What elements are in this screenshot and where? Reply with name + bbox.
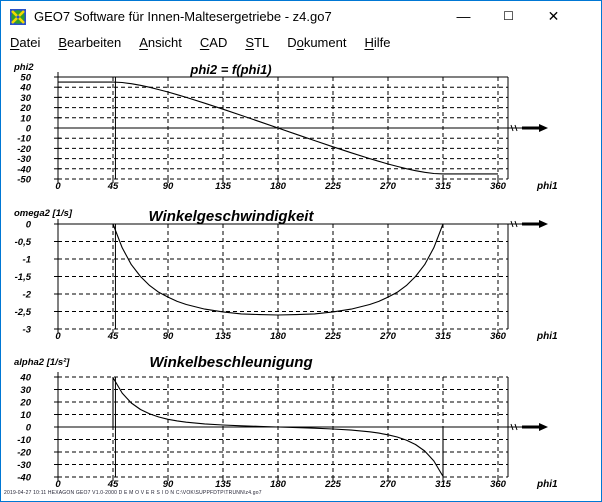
chart-omega2: 0 -0,5 -1 -1,5 -2 -2,5 -3 0 45 90 135 180 225 270 315 3… — [14, 208, 558, 342]
svg-text:135: 135 — [215, 181, 232, 192]
svg-text:0: 0 — [26, 220, 32, 231]
svg-text:30: 30 — [20, 385, 31, 396]
svg-text:225: 225 — [324, 331, 342, 342]
svg-text:-1: -1 — [23, 255, 31, 266]
svg-text:20: 20 — [19, 103, 31, 114]
svg-text:phi2 = f(phi1): phi2 = f(phi1) — [189, 62, 271, 77]
svg-text:90: 90 — [163, 181, 174, 192]
menu-item-bearbeiten[interactable]: Bearbeiten — [58, 35, 122, 50]
svg-text:135: 135 — [215, 479, 232, 490]
svg-text:phi2: phi2 — [13, 62, 34, 73]
menu-item-datei[interactable]: Datei — [10, 35, 41, 50]
svg-text:270: 270 — [379, 479, 397, 490]
svg-text:-50: -50 — [17, 175, 31, 186]
svg-text:45: 45 — [107, 331, 119, 342]
svg-text:phi1: phi1 — [536, 181, 558, 192]
window-titlebar: GEO7 Software für Innen-Maltesergetriebe… — [1, 1, 601, 32]
svg-text:0: 0 — [55, 181, 61, 192]
menu-item-ansicht[interactable]: Ansicht — [139, 35, 182, 50]
svg-text:225: 225 — [324, 479, 342, 490]
svg-text:360: 360 — [490, 479, 507, 490]
svg-text:30: 30 — [20, 93, 31, 104]
svg-text:135: 135 — [215, 331, 232, 342]
menu-item-dokument[interactable]: Dokument — [287, 35, 347, 50]
menu-item-cad[interactable]: CAD — [199, 35, 228, 50]
svg-text:10: 10 — [20, 113, 31, 124]
svg-text:315: 315 — [435, 479, 452, 490]
window-title: GEO7 Software für Innen-Maltesergetriebe… — [34, 9, 332, 24]
svg-text:-2,5: -2,5 — [15, 307, 32, 318]
svg-text:90: 90 — [163, 331, 174, 342]
svg-text:315: 315 — [435, 181, 452, 192]
svg-text:phi1: phi1 — [536, 479, 558, 490]
svg-text:0: 0 — [55, 331, 61, 342]
svg-text:omega2 [1/s]: omega2 [1/s] — [14, 208, 73, 219]
svg-text:-10: -10 — [17, 134, 31, 145]
menu-bar: Datei Bearbeiten Ansicht CAD STL Dokument Hilf… — [1, 32, 601, 56]
app-icon — [10, 9, 26, 25]
svg-text:Winkelgeschwindigkeit: Winkelgeschwindigkeit — [149, 208, 315, 225]
svg-text:315: 315 — [435, 331, 452, 342]
svg-text:50: 50 — [20, 73, 31, 84]
svg-text:20: 20 — [19, 398, 31, 409]
close-button[interactable]: ✕ — [547, 8, 560, 24]
svg-text:-30: -30 — [17, 460, 31, 471]
svg-text:40: 40 — [19, 83, 31, 94]
menu-item-stl[interactable]: STL — [245, 35, 270, 50]
svg-text:Winkelbeschleunigung: Winkelbeschleunigung — [149, 354, 312, 371]
svg-text:0: 0 — [26, 423, 32, 434]
svg-text:45: 45 — [107, 479, 119, 490]
svg-text:90: 90 — [163, 479, 174, 490]
svg-text:-1,5: -1,5 — [15, 272, 32, 283]
svg-text:-40: -40 — [17, 164, 31, 175]
svg-text:45: 45 — [107, 181, 119, 192]
svg-text:180: 180 — [270, 331, 287, 342]
svg-text:40: 40 — [19, 373, 31, 384]
svg-text:-20: -20 — [17, 144, 31, 155]
svg-text:360: 360 — [490, 331, 507, 342]
svg-text:0: 0 — [26, 124, 32, 135]
svg-text:-3: -3 — [23, 325, 32, 336]
svg-text:270: 270 — [379, 181, 397, 192]
svg-text:0: 0 — [55, 479, 61, 490]
svg-text:-40: -40 — [17, 473, 31, 484]
minimize-button[interactable]: — — [456, 8, 471, 24]
svg-text:phi1: phi1 — [536, 331, 558, 342]
svg-text:10: 10 — [20, 410, 31, 421]
menu-item-hilfe[interactable]: Hilfe — [364, 35, 391, 50]
svg-text:-0,5: -0,5 — [15, 237, 32, 248]
svg-text:-20: -20 — [17, 448, 31, 459]
svg-text:180: 180 — [270, 181, 287, 192]
maximize-button[interactable]: ☐ — [503, 9, 514, 23]
svg-text:180: 180 — [270, 479, 287, 490]
svg-text:360: 360 — [490, 181, 507, 192]
status-footer: 2019-04-27 10:11 HEXAGON GEO7 V1.0-2000 … — [4, 490, 262, 496]
svg-text:225: 225 — [324, 181, 342, 192]
svg-text:-2: -2 — [23, 290, 32, 301]
svg-text:-10: -10 — [17, 435, 31, 446]
svg-text:alpha2 [1/s²]: alpha2 [1/s²] — [14, 357, 70, 368]
svg-text:270: 270 — [379, 331, 397, 342]
svg-text:-30: -30 — [17, 154, 31, 165]
